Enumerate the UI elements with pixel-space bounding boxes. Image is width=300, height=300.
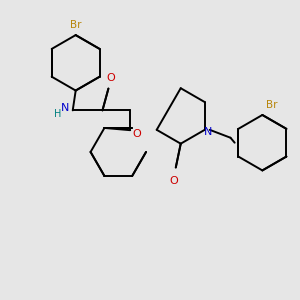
Text: Br: Br xyxy=(70,20,81,30)
Text: O: O xyxy=(133,129,142,139)
Text: N: N xyxy=(61,103,69,113)
Text: O: O xyxy=(106,73,115,82)
Text: Br: Br xyxy=(266,100,278,110)
Text: H: H xyxy=(54,109,61,119)
Text: O: O xyxy=(169,176,178,186)
Text: N: N xyxy=(203,127,212,137)
